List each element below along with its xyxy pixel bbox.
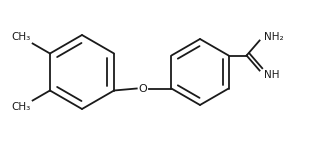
Text: NH₂: NH₂ [264, 32, 283, 42]
Text: NH: NH [264, 69, 279, 80]
Text: CH₃: CH₃ [11, 102, 31, 112]
Text: CH₃: CH₃ [11, 32, 31, 42]
Text: O: O [138, 84, 147, 94]
